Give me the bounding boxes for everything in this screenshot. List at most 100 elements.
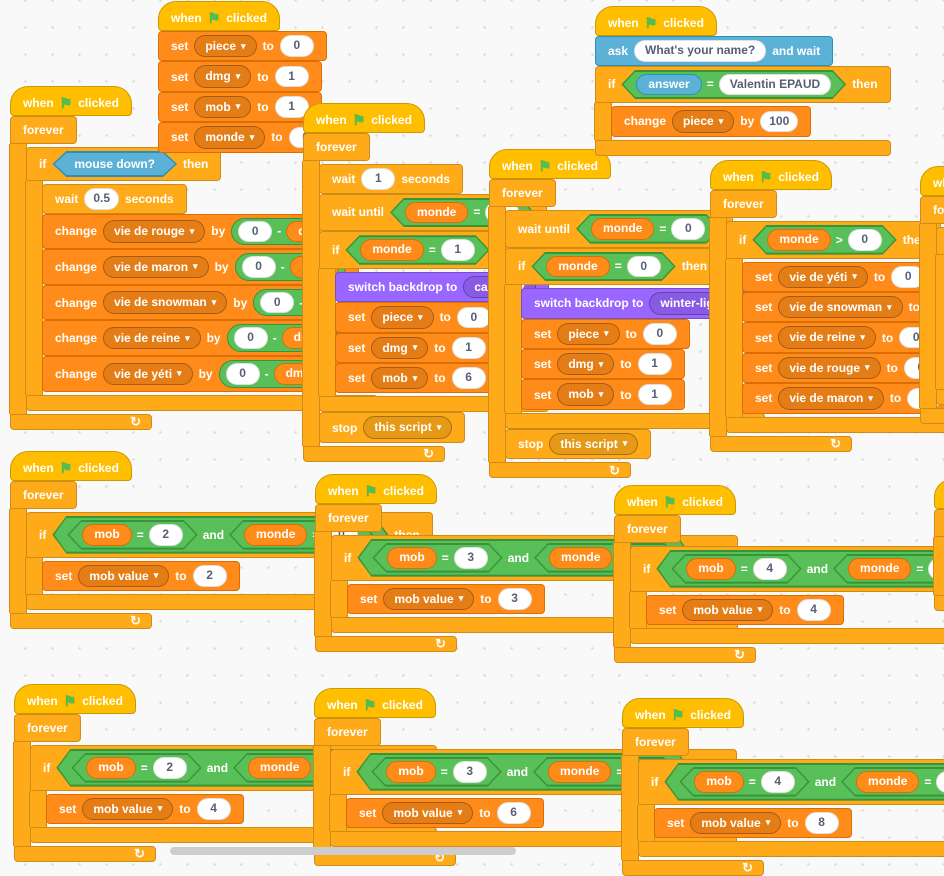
value-input[interactable]: 4 xyxy=(196,797,231,820)
operator-hexagon[interactable]: monde=0 xyxy=(531,252,675,282)
dropdown-field[interactable]: mob value ▾ xyxy=(690,811,782,834)
dropdown-field[interactable]: dmg ▾ xyxy=(371,336,429,359)
wait-until-block[interactable]: wait until monde = 0 xyxy=(505,210,734,248)
set-variable-block[interactable]: set mob value ▾ to 4 xyxy=(646,594,844,625)
forever-loop-head[interactable]: forever xyxy=(489,179,556,207)
operator-hexagon[interactable]: mob = 4 xyxy=(671,554,801,584)
operator-hexagon[interactable]: mob = 3 xyxy=(372,543,502,573)
if-then-block-head[interactable]: if mouse down? then xyxy=(26,147,222,181)
when-flag-clicked-hat[interactable]: when⚑clicked xyxy=(920,166,944,196)
forever-loop-head[interactable]: forever xyxy=(315,504,382,532)
if-then-block-head[interactable]: if monde = 0 then xyxy=(505,247,721,286)
set-variable-block[interactable]: set piece ▾ to 0 xyxy=(158,31,327,62)
dropdown-field[interactable]: piece ▾ xyxy=(194,35,257,58)
forever-loop-head[interactable]: forever xyxy=(303,133,370,161)
operator-hexagon[interactable]: monde=0 xyxy=(833,554,944,584)
variable-reporter[interactable]: monde xyxy=(244,524,307,546)
set-variable-block[interactable]: set mob ▾ to 1 xyxy=(158,91,322,123)
if-then-block[interactable]: if monde >0 then set vie de yéti ▾ to 0 set vie de… xyxy=(726,221,944,433)
value-input[interactable]: 1 xyxy=(637,383,672,406)
value-input[interactable]: 0 xyxy=(627,256,661,278)
dropdown-field[interactable]: vie de yéti ▾ xyxy=(778,265,868,288)
value-input[interactable]: 4 xyxy=(753,558,787,580)
forever-loop[interactable]: forever ↻ xyxy=(934,509,944,611)
dropdown-field[interactable]: vie de yéti ▾ xyxy=(103,362,193,385)
value-input[interactable]: 2 xyxy=(149,524,183,546)
value-input[interactable]: 0 xyxy=(225,362,260,385)
variable-reporter[interactable]: mob xyxy=(686,558,735,580)
variable-reporter[interactable]: mob xyxy=(82,524,131,546)
dropdown-field[interactable]: mob value ▾ xyxy=(78,564,170,587)
variable-reporter[interactable]: monde xyxy=(549,547,612,569)
forever-loop[interactable]: forever if monde >0 then set vie de yéti ▾ to 0 se… xyxy=(710,190,944,452)
if-then-block[interactable]: if monde = 0 then switch backdrop to winter-li… xyxy=(505,247,766,429)
dropdown-field[interactable]: vie de snowman ▾ xyxy=(103,291,228,314)
when-flag-clicked-hat[interactable]: when⚑clicked xyxy=(614,485,736,515)
forever-loop-head[interactable]: forever xyxy=(10,116,77,144)
change-variable-block[interactable]: change piece ▾ by 100 xyxy=(611,106,812,137)
set-variable-block[interactable]: set vie de rouge ▾ to 0 xyxy=(742,352,944,384)
dropdown-field[interactable]: piece ▾ xyxy=(371,306,434,329)
variable-reporter[interactable]: mob xyxy=(387,547,436,569)
variable-reporter[interactable]: mob xyxy=(694,771,743,793)
forever-loop[interactable]: forever if ↻ xyxy=(920,196,944,424)
value-input[interactable]: 4 xyxy=(796,598,831,621)
operator-hexagon[interactable]: monde = 1 xyxy=(841,767,944,797)
dropdown-field[interactable]: mob ▾ xyxy=(557,383,615,406)
value-input[interactable]: 1 xyxy=(274,65,309,88)
when-flag-clicked-hat[interactable]: when⚑clicked xyxy=(314,688,436,718)
dropdown-field[interactable]: vie de snowman ▾ xyxy=(778,295,903,319)
forever-loop[interactable]: forever wait until monde = 0 if monde = 0 then swi… xyxy=(489,179,766,479)
set-variable-block[interactable]: set piece ▾ to 0 xyxy=(521,318,690,349)
set-variable-block[interactable]: set mob value ▾ to 8 xyxy=(654,807,852,838)
value-input[interactable]: 0 xyxy=(260,291,295,314)
dropdown-field[interactable]: vie de reine ▾ xyxy=(778,326,876,349)
dropdown-field[interactable]: piece ▾ xyxy=(672,110,735,133)
forever-loop-head[interactable]: forever xyxy=(614,515,681,543)
sensing-hexagon[interactable]: mouse down? xyxy=(52,151,177,177)
variable-reporter[interactable]: monde xyxy=(360,239,423,261)
text-input[interactable]: Valentin EPAUD xyxy=(719,74,831,96)
stop-block[interactable]: stop this script ▾ xyxy=(319,412,466,443)
variable-reporter[interactable]: monde xyxy=(848,558,911,580)
operator-hexagon[interactable]: mob = 3 xyxy=(371,757,501,787)
when-flag-clicked-hat[interactable]: when⚑clicked xyxy=(158,1,280,31)
variable-reporter[interactable]: monde xyxy=(856,771,919,793)
if-then-block[interactable]: if answer = Valentin EPAUD then change piece ▾ b… xyxy=(595,65,891,156)
value-input[interactable]: 2 xyxy=(192,564,227,587)
value-input[interactable]: 0 xyxy=(642,322,677,345)
dropdown-field[interactable]: mob value ▾ xyxy=(82,797,174,820)
set-variable-block[interactable]: set mob value ▾ to 3 xyxy=(347,583,545,614)
reset-lives-script[interactable]: when ⚑ clicked forever if monde >0 then set vie d… xyxy=(710,160,944,452)
forever-loop-head[interactable]: forever xyxy=(14,714,81,742)
dropdown-field[interactable]: mob value ▾ xyxy=(383,587,475,610)
value-input[interactable]: 0.5 xyxy=(84,188,120,210)
set-variable-block[interactable]: set dmg ▾ to 1 xyxy=(158,61,322,92)
value-input[interactable]: 1 xyxy=(451,336,486,359)
dropdown-field[interactable]: dmg ▾ xyxy=(557,352,615,376)
if-then-block[interactable]: if xyxy=(936,227,944,405)
value-input[interactable]: 100 xyxy=(760,110,799,133)
dropdown-field[interactable]: vie de reine ▾ xyxy=(103,326,201,350)
set-variable-block[interactable]: set mob value ▾ to 6 xyxy=(346,797,544,828)
operator-hexagon[interactable]: mob = 4 and monde = 1 xyxy=(664,763,944,801)
dropdown-field[interactable]: mob ▾ xyxy=(371,366,429,390)
mob4-world0-script[interactable]: when⚑clickedforeverifmob=4andmonde=0then… xyxy=(614,485,944,663)
mouse-attack-script[interactable]: when ⚑ clicked forever if mouse down? then wait… xyxy=(10,86,378,430)
operator-hexagon[interactable]: monde >0 xyxy=(752,225,896,255)
value-input[interactable]: 1 xyxy=(361,168,396,190)
dropdown-field[interactable]: vie de rouge ▾ xyxy=(778,356,881,380)
forever-loop-head[interactable]: forever xyxy=(934,509,944,537)
value-input[interactable]: 6 xyxy=(451,367,486,389)
when-flag-clicked-hat[interactable]: when⚑clicked xyxy=(622,698,744,728)
value-input[interactable]: 8 xyxy=(804,811,839,834)
variable-reporter[interactable]: mob xyxy=(86,757,135,779)
wait-block[interactable]: wait 0.5 seconds xyxy=(42,184,187,214)
wait-block[interactable]: wait 1 seconds xyxy=(319,164,464,194)
value-input[interactable]: 0 xyxy=(671,218,705,240)
dropdown-field[interactable]: mob value ▾ xyxy=(682,598,774,621)
value-input[interactable]: 2 xyxy=(153,757,187,779)
set-variable-block[interactable]: set mob ▾ to 6 xyxy=(335,362,499,394)
